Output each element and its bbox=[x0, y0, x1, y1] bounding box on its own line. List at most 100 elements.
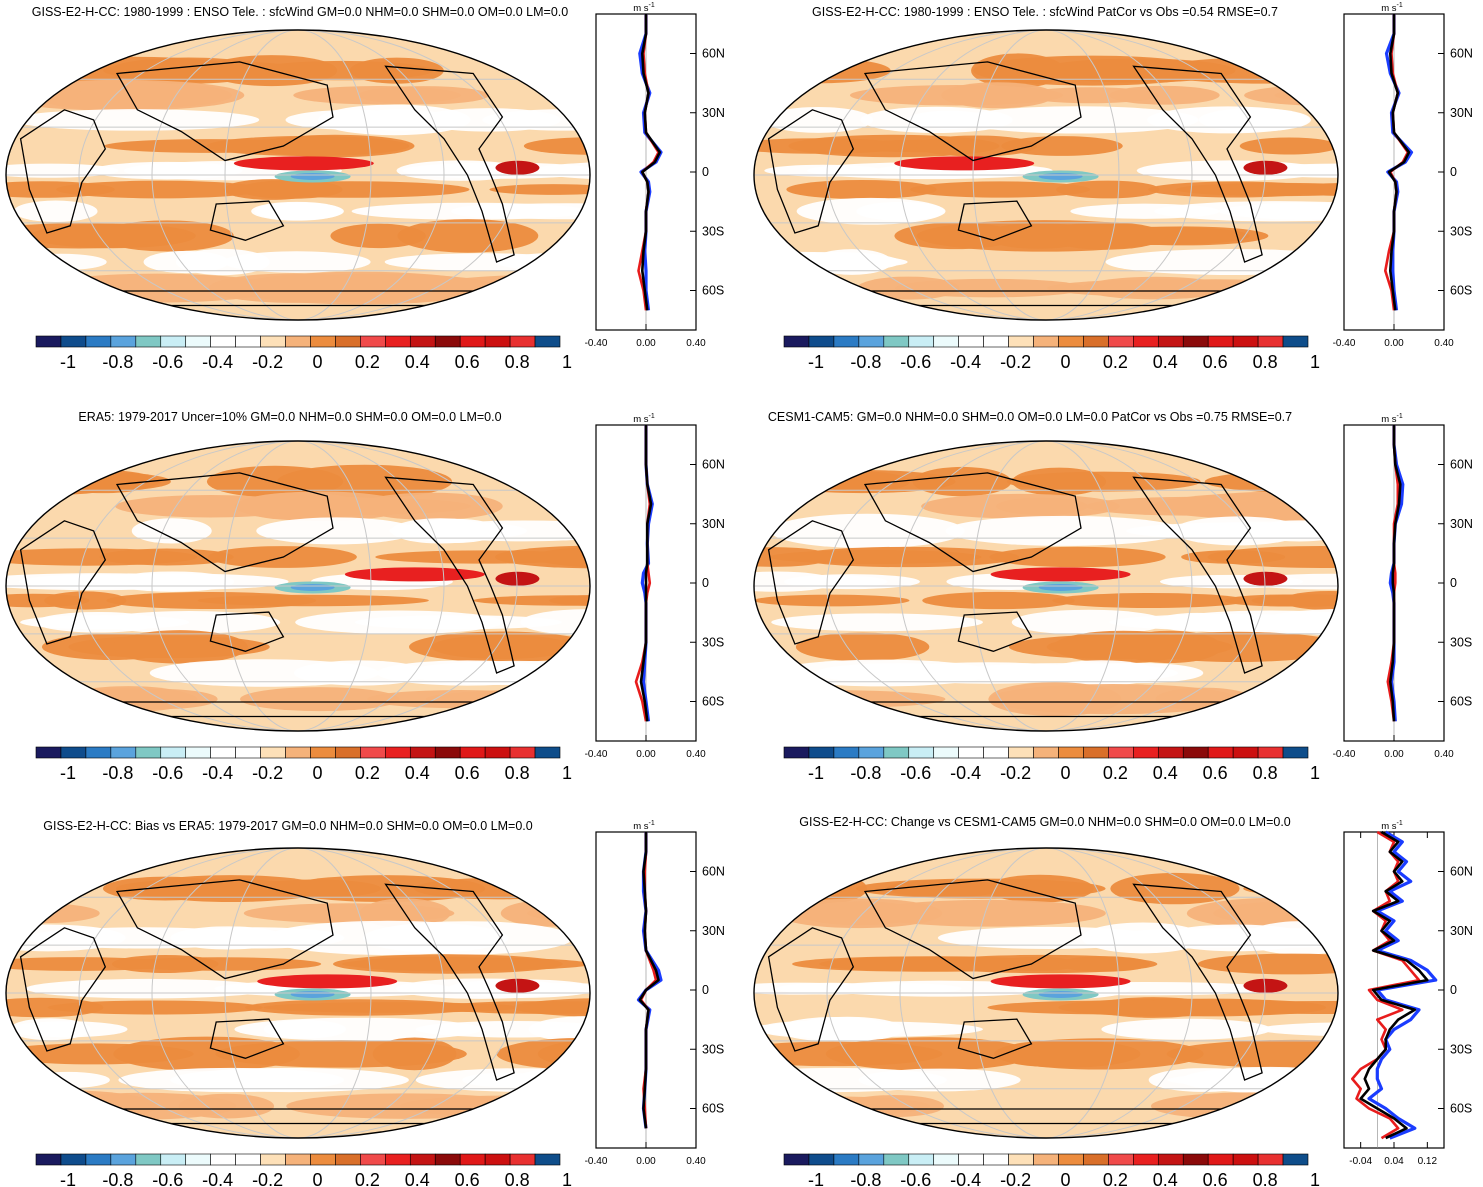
x-tick-label: 0.40 bbox=[686, 749, 706, 760]
colorbar: -1 -0.8 -0.6 -0.4 -0.2 0 0.2 0.4 0.6 0.8 1 bbox=[783, 1153, 1320, 1187]
panel-title: GISS-E2-H-CC: 1980-1999 : ENSO Tele. : s… bbox=[32, 5, 568, 19]
lat-tick-label: 60N bbox=[702, 47, 725, 61]
colorbar-swatch bbox=[783, 1153, 810, 1166]
colorbar-label: 0.4 bbox=[405, 352, 430, 372]
lat-tick-label: 0 bbox=[702, 576, 709, 590]
colorbar-swatch bbox=[335, 1153, 361, 1166]
colorbar-label: -1 bbox=[60, 763, 76, 783]
colorbar-label: -0.8 bbox=[102, 763, 133, 783]
colorbar-swatch bbox=[409, 746, 436, 759]
colorbar: -1 -0.8 -0.6 -0.4 -0.2 0 0.2 0.4 0.6 0.8 1 bbox=[783, 746, 1320, 783]
colorbar-swatch bbox=[808, 746, 835, 759]
lat-tick-label: 30N bbox=[1450, 924, 1473, 938]
colorbar-label: -0.6 bbox=[152, 1170, 183, 1187]
profile-line-black bbox=[1387, 14, 1411, 311]
colorbar-label: 0.4 bbox=[1153, 1170, 1178, 1187]
colorbar-swatch bbox=[1008, 335, 1034, 348]
colorbar-swatch bbox=[360, 1153, 386, 1166]
colorbar-swatch bbox=[1232, 1153, 1259, 1166]
colorbar-label: 0 bbox=[312, 763, 322, 783]
colorbar-swatch bbox=[1133, 746, 1159, 759]
colorbar-swatch bbox=[1157, 1153, 1184, 1166]
x-tick-label: -0.40 bbox=[1333, 749, 1356, 760]
colorbar-swatch bbox=[883, 335, 910, 348]
colorbar-swatch bbox=[509, 746, 536, 759]
colorbar-swatch bbox=[35, 746, 62, 759]
panel-title: CESM1-CAM5: GM=0.0 NHM=0.0 SHM=0.0 OM=0.… bbox=[768, 410, 1292, 424]
lat-tick-label: 30N bbox=[1450, 517, 1473, 531]
colorbar-swatch bbox=[534, 746, 561, 759]
colorbar-swatch bbox=[160, 1153, 187, 1166]
x-tick-label: 0.12 bbox=[1418, 1156, 1438, 1167]
colorbar-label: 0 bbox=[312, 352, 322, 372]
colorbar-label: 1 bbox=[562, 352, 572, 372]
colorbar-label: 1 bbox=[1310, 352, 1320, 372]
colorbar-label: 0 bbox=[1060, 1170, 1070, 1187]
colorbar-label: -0.2 bbox=[252, 352, 283, 372]
colorbar-label: -0.8 bbox=[102, 1170, 133, 1187]
colorbar-label: -0.6 bbox=[152, 763, 183, 783]
colorbar-label: 0.6 bbox=[1203, 352, 1228, 372]
colorbar-label: -0.6 bbox=[900, 763, 931, 783]
panel-5: GISS-E2-H-CC: Bias vs ERA5: 1979-2017 GM… bbox=[5, 819, 725, 1187]
colorbar-swatch bbox=[260, 1153, 286, 1166]
colorbar-label: 0 bbox=[1060, 763, 1070, 783]
colorbar-swatch bbox=[808, 1153, 835, 1166]
colorbar-label: -0.4 bbox=[202, 352, 233, 372]
colorbar-swatch bbox=[484, 746, 511, 759]
colorbar-label: -0.8 bbox=[850, 1170, 881, 1187]
colorbar: -1 -0.8 -0.6 -0.4 -0.2 0 0.2 0.4 0.6 0.8 1 bbox=[35, 746, 572, 783]
colorbar-swatch bbox=[385, 746, 411, 759]
colorbar-swatch bbox=[858, 335, 885, 348]
colorbar-swatch bbox=[509, 335, 536, 348]
colorbar-swatch bbox=[434, 746, 461, 759]
zonal-profile: m s-1 60N 30N 0 30S 60S -0.40 0.00 0.40 bbox=[585, 2, 725, 349]
colorbar-label: 0.8 bbox=[1253, 763, 1278, 783]
colorbar-swatch bbox=[385, 1153, 411, 1166]
x-tick-label: 0.00 bbox=[1384, 749, 1404, 760]
colorbar-label: 0.2 bbox=[1103, 763, 1128, 783]
panel-4: CESM1-CAM5: GM=0.0 NHM=0.0 SHM=0.0 OM=0.… bbox=[753, 410, 1473, 783]
colorbar-label: -0.4 bbox=[950, 352, 981, 372]
colorbar-label: -0.2 bbox=[252, 763, 283, 783]
colorbar-label: 0.8 bbox=[505, 1170, 530, 1187]
map-field bbox=[754, 848, 1338, 1138]
colorbar-swatch bbox=[1108, 1153, 1134, 1166]
colorbar-label: 1 bbox=[562, 1170, 572, 1187]
map-field bbox=[754, 441, 1338, 731]
colorbar-swatch bbox=[933, 335, 959, 348]
x-tick-label: 0.00 bbox=[636, 749, 656, 760]
panel-title: GISS-E2-H-CC: Change vs CESM1-CAM5 GM=0.… bbox=[799, 815, 1291, 829]
colorbar-label: -0.6 bbox=[900, 1170, 931, 1187]
colorbar-label: 0.4 bbox=[1153, 763, 1178, 783]
colorbar-swatch bbox=[783, 335, 810, 348]
colorbar-label: 0.2 bbox=[1103, 1170, 1128, 1187]
colorbar-swatch bbox=[1083, 335, 1109, 348]
colorbar-label: 0.8 bbox=[505, 352, 530, 372]
colorbar-label: -0.8 bbox=[850, 763, 881, 783]
x-tick-label: 0.00 bbox=[636, 1156, 656, 1167]
colorbar-swatch bbox=[1083, 746, 1109, 759]
colorbar-swatch bbox=[958, 335, 984, 348]
colorbar-swatch bbox=[1257, 335, 1284, 348]
colorbar-label: 0.4 bbox=[405, 1170, 430, 1187]
graticule bbox=[6, 848, 590, 1138]
colorbar-swatch bbox=[434, 335, 461, 348]
profile-line-black bbox=[1389, 425, 1402, 722]
colorbar-swatch bbox=[908, 1153, 935, 1166]
colorbar-swatch bbox=[185, 335, 211, 348]
colorbar-label: -1 bbox=[808, 352, 824, 372]
colorbar-label: -0.8 bbox=[850, 352, 881, 372]
colorbar-swatch bbox=[459, 1153, 486, 1166]
profile-line-black bbox=[640, 14, 662, 311]
colorbar-swatch bbox=[983, 335, 1009, 348]
colorbar-swatch bbox=[60, 746, 87, 759]
profile-unit: m s-1 bbox=[1381, 2, 1403, 14]
colorbar-swatch bbox=[235, 1153, 261, 1166]
panel-6: GISS-E2-H-CC: Change vs CESM1-CAM5 GM=0.… bbox=[753, 815, 1473, 1187]
panel-2: GISS-E2-H-CC: 1980-1999 : ENSO Tele. : s… bbox=[753, 2, 1473, 372]
colorbar-swatch bbox=[958, 746, 984, 759]
colorbar-swatch bbox=[160, 335, 187, 348]
colorbar-swatch bbox=[534, 335, 561, 348]
colorbar-label: 0.2 bbox=[355, 763, 380, 783]
